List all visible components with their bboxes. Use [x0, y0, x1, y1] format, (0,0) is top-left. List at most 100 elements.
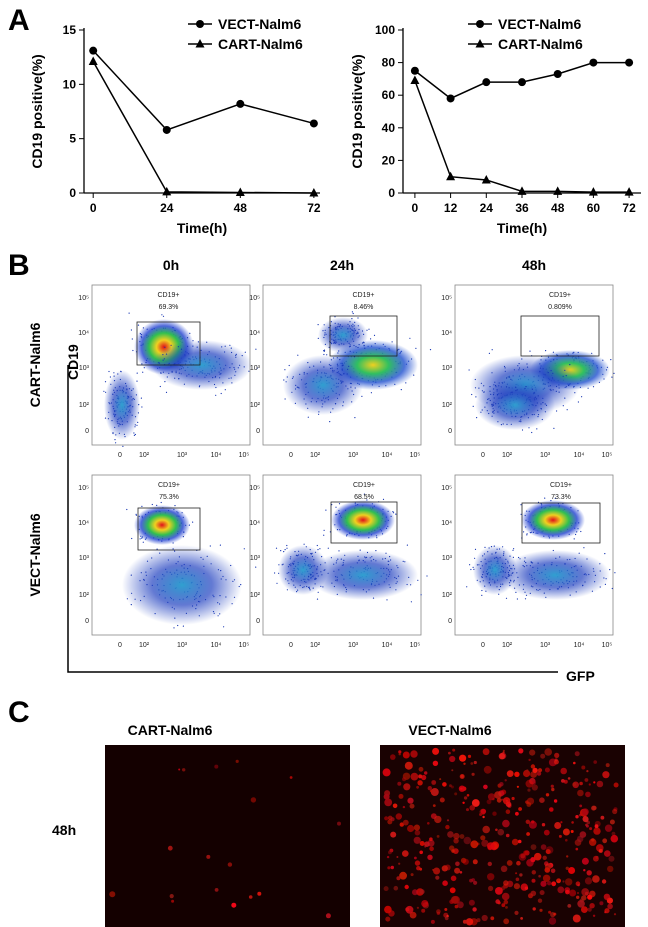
cell-spot: [460, 787, 463, 790]
cell-spot: [427, 822, 430, 825]
y-tick-label: 10: [63, 77, 77, 91]
cell-spot: [517, 839, 522, 844]
cell-dot: [476, 417, 478, 419]
cell-dot: [474, 557, 476, 559]
cell-dot: [583, 547, 585, 549]
cell-spot: [553, 799, 558, 803]
cell-dot: [488, 582, 490, 584]
flow-x-tick: 10⁵: [410, 452, 421, 459]
cell-dot: [215, 394, 217, 396]
cell-spot: [613, 913, 617, 916]
cell-spot: [538, 874, 541, 878]
legend-label: CART-Nalm6: [498, 36, 583, 52]
cell-dot: [307, 416, 309, 418]
cell-spot: [504, 779, 507, 782]
flow-y-tick: 10³: [79, 365, 90, 372]
cell-spot: [503, 880, 509, 886]
cell-spot: [585, 824, 589, 828]
cell-spot: [432, 804, 436, 807]
cell-spot: [402, 850, 409, 857]
gate: [521, 502, 601, 544]
cell-spot: [472, 907, 477, 912]
flow-plot: CD19+ 75.3% 10⁵ 10⁴ 10³ 10² 0 0 10² 10³ 10⁴ 10⁵: [78, 474, 257, 649]
marker: [518, 78, 526, 87]
cell-spot: [467, 754, 472, 759]
cell-spot: [407, 824, 415, 833]
cell-spot: [532, 907, 536, 911]
density: [104, 370, 140, 440]
cell-dot: [610, 359, 612, 361]
cell-spot: [526, 832, 530, 836]
flow-y-tick: 10⁴: [441, 330, 452, 337]
cell-dot: [370, 338, 372, 340]
cell-spot: [539, 797, 545, 803]
cell-spot: [558, 834, 562, 838]
panel-label: B: [8, 249, 30, 282]
cell-dot: [466, 586, 468, 588]
cell-dot: [186, 337, 189, 339]
cell-dot: [472, 405, 474, 407]
image-header: CART-Nalm6: [128, 722, 213, 738]
cell-spot: [486, 799, 492, 805]
cell-dot: [592, 386, 595, 388]
cell-spot: [613, 782, 619, 788]
cell-dot: [323, 529, 325, 532]
cell-dot: [219, 544, 221, 546]
cell-dot: [573, 538, 575, 540]
gate-label: CD19+: [549, 292, 571, 299]
cell-spot: [396, 856, 399, 858]
cell-spot: [516, 785, 520, 788]
cell-dot: [520, 513, 522, 515]
cell-spot: [417, 780, 423, 786]
cell-spot: [206, 854, 211, 859]
x-tick-label: 0: [90, 201, 97, 215]
cell-spot: [571, 821, 574, 824]
cell-dot: [145, 362, 147, 364]
y-tick-label: 5: [69, 132, 76, 146]
cell-spot: [530, 890, 537, 897]
cell-dot: [529, 350, 531, 352]
flow-axis: [67, 365, 558, 673]
cell-dot: [338, 503, 341, 505]
cell-spot: [396, 876, 401, 881]
cell-dot: [364, 347, 366, 349]
cell-dot: [159, 385, 161, 388]
gate: [137, 507, 201, 551]
gate: [330, 501, 398, 544]
density: [318, 317, 368, 353]
cell-spot: [501, 892, 510, 901]
cell-spot: [410, 873, 414, 877]
cell-spot: [560, 821, 563, 824]
cell-spot: [450, 875, 457, 882]
cell-spot: [545, 793, 550, 797]
cell-spot: [584, 877, 593, 885]
cell-dot: [164, 346, 166, 348]
cell-spot: [463, 796, 468, 800]
row-label: VECT-Nalm6: [27, 513, 43, 596]
cell-dot: [142, 541, 144, 543]
cell-dot: [351, 311, 353, 313]
cell-dot: [363, 493, 365, 495]
cell-spot: [490, 916, 495, 921]
cell-spot: [565, 889, 570, 895]
cell-dot: [536, 428, 538, 430]
cell-spot: [589, 827, 593, 831]
marker: [309, 119, 318, 128]
cell-spot: [429, 837, 433, 841]
cell-dot: [136, 380, 138, 382]
cell-dot: [286, 544, 288, 547]
cell-spot: [424, 844, 427, 847]
marker: [195, 39, 205, 48]
cell-dot: [334, 316, 336, 318]
marker: [446, 94, 455, 103]
cell-spot: [531, 870, 536, 875]
flow-x-tick: 10⁵: [410, 642, 421, 649]
cell-spot: [429, 789, 433, 793]
cell-spot: [507, 803, 512, 809]
cell-spot: [451, 769, 454, 772]
cell-dot: [255, 348, 257, 350]
density: [500, 550, 610, 600]
cell-dot: [481, 594, 483, 597]
cell-dot: [471, 393, 473, 396]
data-line: [92, 61, 314, 194]
